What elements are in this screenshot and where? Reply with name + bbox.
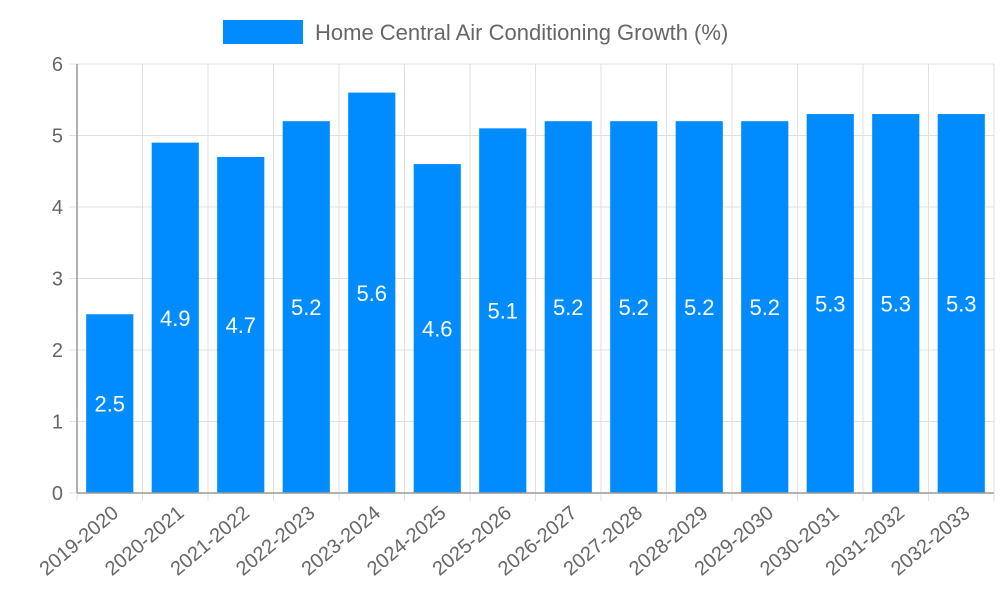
bar-value-label: 4.9 — [160, 306, 191, 331]
bar-value-label: 5.6 — [356, 281, 387, 306]
bar-value-label: 5.2 — [618, 295, 649, 320]
bar-value-label: 5.3 — [815, 292, 846, 317]
bar[interactable] — [675, 121, 723, 493]
bar-value-label: 5.2 — [749, 295, 780, 320]
bar[interactable] — [479, 128, 527, 493]
x-axis-ticks: 2019-20202020-20212021-20222022-20232023… — [36, 502, 975, 580]
bar[interactable] — [610, 121, 658, 493]
y-tick-label: 2 — [52, 340, 63, 362]
bar[interactable] — [413, 164, 461, 493]
bar-value-label: 5.2 — [291, 295, 322, 320]
bar-value-label: 4.7 — [225, 313, 256, 338]
gridlines — [69, 63, 995, 501]
y-tick-label: 3 — [52, 269, 63, 291]
bars: 2.5 4.9 4.7 5.2 5.6 4.6 5.1 5.2 5.2 5.2 5.2 5.3 5.3 5… — [86, 92, 985, 494]
bar-value-label: 5.2 — [684, 295, 715, 320]
bar[interactable] — [217, 156, 265, 493]
axes — [76, 64, 994, 494]
bar-value-label: 5.3 — [946, 292, 977, 317]
bar-value-label: 5.3 — [880, 292, 911, 317]
bar[interactable] — [282, 121, 330, 493]
bar[interactable] — [741, 121, 789, 493]
bar-value-label: 4.6 — [422, 317, 453, 342]
y-tick-label: 4 — [52, 197, 63, 219]
legend-swatch — [223, 20, 303, 44]
y-tick-label: 1 — [52, 412, 63, 434]
bar[interactable] — [806, 114, 854, 494]
bar[interactable] — [348, 92, 396, 493]
y-tick-label: 0 — [52, 483, 63, 505]
bar[interactable] — [937, 114, 985, 494]
bar-value-label: 5.1 — [487, 299, 518, 324]
y-tick-label: 6 — [52, 54, 63, 76]
bar[interactable] — [151, 142, 199, 493]
legend[interactable]: Home Central Air Conditioning Growth (%) — [223, 20, 728, 45]
bar[interactable] — [86, 314, 134, 493]
bar[interactable] — [544, 121, 592, 493]
y-axis-ticks: 0 1 2 3 4 5 6 — [52, 54, 63, 505]
bar[interactable] — [872, 114, 920, 494]
legend-label: Home Central Air Conditioning Growth (%) — [315, 20, 728, 45]
bar-value-label: 5.2 — [553, 295, 584, 320]
bar-value-label: 2.5 — [94, 392, 125, 417]
y-tick-label: 5 — [52, 126, 63, 148]
